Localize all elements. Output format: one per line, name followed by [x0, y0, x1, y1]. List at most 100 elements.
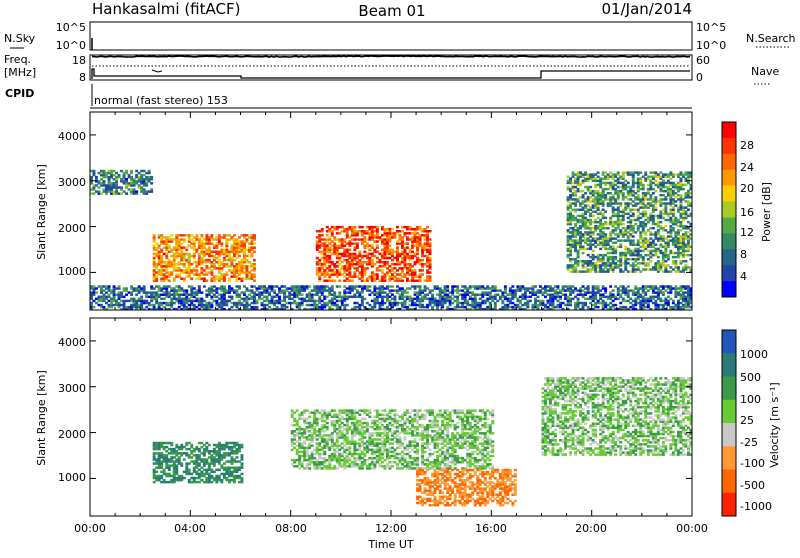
- heatmap-cell: [532, 289, 535, 291]
- heatmap-cell: [168, 259, 171, 261]
- heatmap-cell: [135, 190, 138, 192]
- heatmap-cell: [238, 278, 241, 280]
- heatmap-cell: [664, 254, 667, 256]
- heatmap-cell: [180, 271, 183, 273]
- heatmap-cell: [602, 262, 605, 264]
- heatmap-cell: [682, 252, 685, 254]
- heatmap-cell: [614, 209, 617, 211]
- heatmap-cell: [98, 285, 101, 287]
- heatmap-cell: [165, 454, 168, 456]
- heatmap-cell: [519, 306, 522, 308]
- heatmap-cell: [426, 287, 429, 289]
- heatmap-cell: [318, 238, 321, 240]
- heatmap-cell: [200, 300, 203, 302]
- heatmap-cell: [592, 296, 595, 298]
- heatmap-cell: [557, 291, 560, 293]
- heatmap-cell: [584, 211, 587, 213]
- heatmap-cell: [597, 196, 600, 198]
- heatmap-cell: [594, 180, 597, 182]
- heatmap-cell: [592, 198, 595, 200]
- heatmap-cell: [461, 285, 464, 287]
- heatmap-cell: [659, 298, 662, 300]
- heatmap-cell: [376, 226, 379, 228]
- heatmap-cell: [200, 261, 203, 263]
- heatmap-cell: [193, 242, 196, 244]
- heatmap-cell: [471, 298, 474, 300]
- heatmap-cell: [373, 300, 376, 302]
- heatmap-cell: [574, 178, 577, 180]
- heatmap-cell: [592, 244, 595, 246]
- heatmap-cell: [662, 190, 665, 192]
- heatmap-cell: [604, 254, 607, 256]
- heatmap-cell: [246, 238, 249, 240]
- heatmap-cell: [351, 261, 354, 263]
- heatmap-cell: [627, 296, 630, 298]
- heatmap-cell: [419, 294, 422, 296]
- heatmap-cell: [674, 264, 677, 266]
- heatmap-cell: [572, 176, 575, 178]
- heatmap-cell: [682, 225, 685, 227]
- heatmap-cell: [587, 268, 590, 270]
- heatmap-cell: [609, 192, 612, 194]
- heatmap-cell: [619, 202, 622, 204]
- heatmap-cell: [627, 258, 630, 260]
- heatmap-cell: [582, 306, 585, 308]
- heatmap-cell: [389, 275, 392, 277]
- heatmap-cell: [188, 271, 191, 273]
- heatmap-cell: [105, 186, 108, 188]
- heatmap-cell: [639, 221, 642, 223]
- heatmap-cell: [253, 275, 256, 277]
- heatmap-cell: [629, 254, 632, 256]
- heatmap-cell: [376, 232, 379, 234]
- heatmap-cell: [406, 228, 409, 230]
- heatmap-cell: [170, 238, 173, 240]
- heatmap-cell: [680, 237, 683, 239]
- heatmap-cell: [672, 186, 675, 188]
- heatmap-cell: [602, 268, 605, 270]
- heatmap-cell: [529, 300, 532, 302]
- heatmap-cell: [100, 178, 103, 180]
- heatmap-cell: [572, 246, 575, 248]
- heatmap-cell: [567, 186, 570, 188]
- heatmap-cell: [316, 261, 319, 263]
- heatmap-cell: [414, 298, 417, 300]
- heatmap-cell: [607, 202, 610, 204]
- heatmap-cell: [624, 258, 627, 260]
- heatmap-cell: [557, 306, 560, 308]
- heatmap-cell: [426, 306, 429, 308]
- heatmap-cell: [647, 258, 650, 260]
- heatmap-cell: [331, 230, 334, 232]
- heatmap-cell: [599, 225, 602, 227]
- heatmap-cell: [569, 237, 572, 239]
- heatmap-cell: [195, 249, 198, 251]
- heatmap-cell: [138, 172, 141, 174]
- heatmap-cell: [642, 225, 645, 227]
- heatmap-cell: [180, 479, 183, 481]
- heatmap-cell: [649, 196, 652, 198]
- heatmap-cell: [669, 198, 672, 200]
- heatmap-cell: [163, 473, 166, 475]
- heatmap-cell: [203, 269, 206, 271]
- heatmap-cell: [406, 269, 409, 271]
- heatmap-cell: [233, 234, 236, 236]
- heatmap-cell: [642, 258, 645, 260]
- heatmap-cell: [607, 198, 610, 200]
- heatmap-cell: [674, 235, 677, 237]
- heatmap-cell: [223, 278, 226, 280]
- heatmap-cell: [496, 289, 499, 291]
- heatmap-cell: [677, 237, 680, 239]
- heatmap-cell: [659, 250, 662, 252]
- heatmap-cell: [582, 260, 585, 262]
- heatmap-cell: [120, 300, 123, 302]
- heatmap-cell: [411, 236, 414, 238]
- heatmap-cell: [614, 304, 617, 306]
- heatmap-cell: [261, 298, 264, 300]
- heatmap-cell: [203, 300, 206, 302]
- heatmap-cell: [178, 253, 181, 255]
- heatmap-cell: [326, 234, 329, 236]
- heatmap-cell: [205, 306, 208, 308]
- heatmap-cell: [404, 275, 407, 277]
- heatmap-cell: [680, 252, 683, 254]
- heatmap-cell: [680, 229, 683, 231]
